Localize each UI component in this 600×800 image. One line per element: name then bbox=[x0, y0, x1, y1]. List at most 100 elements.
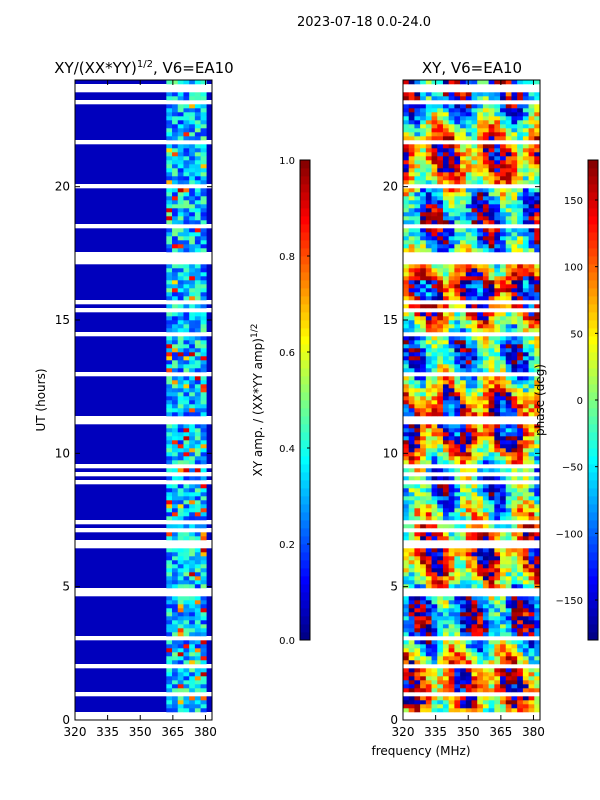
amplitude-cell bbox=[200, 632, 207, 637]
phase-cell bbox=[442, 440, 449, 445]
phase-cell bbox=[471, 292, 478, 297]
colorbar-segment bbox=[588, 200, 598, 209]
phase-cell bbox=[448, 532, 455, 537]
phase-cell bbox=[431, 120, 438, 125]
phase-cell bbox=[465, 340, 472, 345]
phase-cell bbox=[460, 188, 467, 193]
phase-cell bbox=[431, 244, 438, 249]
amplitude-cell bbox=[166, 568, 173, 573]
phase-cell bbox=[420, 336, 427, 341]
phase-cell bbox=[454, 444, 461, 449]
colorbar-segment bbox=[300, 304, 310, 313]
phase-cell bbox=[477, 220, 484, 225]
phase-cell bbox=[488, 164, 495, 169]
amplitude-cell bbox=[177, 384, 184, 389]
phase-cell bbox=[414, 680, 421, 685]
amplitude-cell bbox=[183, 196, 190, 201]
phase-cell bbox=[437, 148, 444, 153]
phase-cell bbox=[511, 108, 518, 113]
phase-cell bbox=[448, 292, 455, 297]
phase-cell bbox=[522, 144, 529, 149]
phase-cell bbox=[465, 620, 472, 625]
amplitude-cell bbox=[166, 612, 173, 617]
phase-cell bbox=[477, 156, 484, 161]
phase-cell bbox=[500, 560, 507, 565]
amplitude-cell bbox=[189, 292, 196, 297]
phase-cell bbox=[505, 268, 512, 273]
colorbar-segment bbox=[588, 232, 598, 241]
amplitude-cell bbox=[189, 160, 196, 165]
amplitude-cell bbox=[183, 560, 190, 565]
phase-cell bbox=[460, 604, 467, 609]
phase-cell bbox=[431, 144, 438, 149]
phase-cell bbox=[534, 132, 541, 137]
phase-cell bbox=[505, 436, 512, 441]
phase-cell bbox=[465, 336, 472, 341]
amplitude-cell bbox=[166, 132, 173, 137]
amplitude-cell bbox=[200, 628, 207, 633]
phase-cell bbox=[408, 164, 415, 169]
phase-cell bbox=[442, 336, 449, 341]
phase-cell bbox=[448, 276, 455, 281]
phase-cell bbox=[511, 188, 518, 193]
phase-cell bbox=[460, 132, 467, 137]
phase-cell bbox=[488, 604, 495, 609]
phase-cell bbox=[500, 400, 507, 405]
phase-cell bbox=[431, 352, 438, 357]
phase-cell bbox=[437, 352, 444, 357]
phase-cell bbox=[482, 284, 489, 289]
phase-cell bbox=[460, 272, 467, 277]
phase-cell bbox=[505, 612, 512, 617]
phase-cell bbox=[488, 356, 495, 361]
phase-cell bbox=[431, 652, 438, 657]
amplitude-cell bbox=[166, 208, 173, 213]
phase-cell bbox=[420, 320, 427, 325]
phase-cell bbox=[505, 192, 512, 197]
phase-cell bbox=[511, 384, 518, 389]
amplitude-cell bbox=[200, 436, 207, 441]
phase-cell bbox=[528, 580, 535, 585]
phase-cell bbox=[408, 656, 415, 661]
phase-cell bbox=[460, 492, 467, 497]
phase-cell bbox=[505, 120, 512, 125]
phase-cell bbox=[420, 200, 427, 205]
phase-cell bbox=[471, 704, 478, 709]
phase-cell bbox=[494, 516, 501, 521]
phase-cell bbox=[414, 492, 421, 497]
phase-cell bbox=[425, 296, 432, 301]
amplitude-cell bbox=[189, 652, 196, 657]
phase-cell bbox=[403, 452, 410, 457]
phase-cell bbox=[465, 580, 472, 585]
phase-cell bbox=[528, 132, 535, 137]
phase-cell bbox=[488, 680, 495, 685]
phase-cell bbox=[414, 92, 421, 97]
amplitude-cell bbox=[194, 448, 201, 453]
phase-cell bbox=[505, 340, 512, 345]
phase-cell bbox=[403, 652, 410, 657]
phase-cell bbox=[534, 408, 541, 413]
phase-cell bbox=[482, 572, 489, 577]
phase-cell bbox=[414, 444, 421, 449]
amplitude-cell bbox=[177, 580, 184, 585]
phase-cell bbox=[448, 396, 455, 401]
phase-cell bbox=[414, 272, 421, 277]
amplitude-cell bbox=[166, 200, 173, 205]
amplitude-cell bbox=[166, 536, 173, 541]
phase-cell bbox=[460, 444, 467, 449]
phase-cell bbox=[471, 96, 478, 101]
amplitude-cell bbox=[177, 132, 184, 137]
phase-cell bbox=[408, 356, 415, 361]
amplitude-cell bbox=[189, 460, 196, 465]
phase-cell bbox=[494, 368, 501, 373]
phase-cell bbox=[511, 196, 518, 201]
amplitude-cell bbox=[200, 404, 207, 409]
phase-cell bbox=[414, 496, 421, 501]
phase-cell bbox=[477, 476, 484, 481]
phase-cell bbox=[425, 288, 432, 293]
phase-cell bbox=[522, 672, 529, 677]
phase-cell bbox=[511, 160, 518, 165]
phase-cell bbox=[511, 268, 518, 273]
phase-cell bbox=[403, 440, 410, 445]
phase-cell bbox=[442, 616, 449, 621]
phase-cell bbox=[517, 152, 524, 157]
